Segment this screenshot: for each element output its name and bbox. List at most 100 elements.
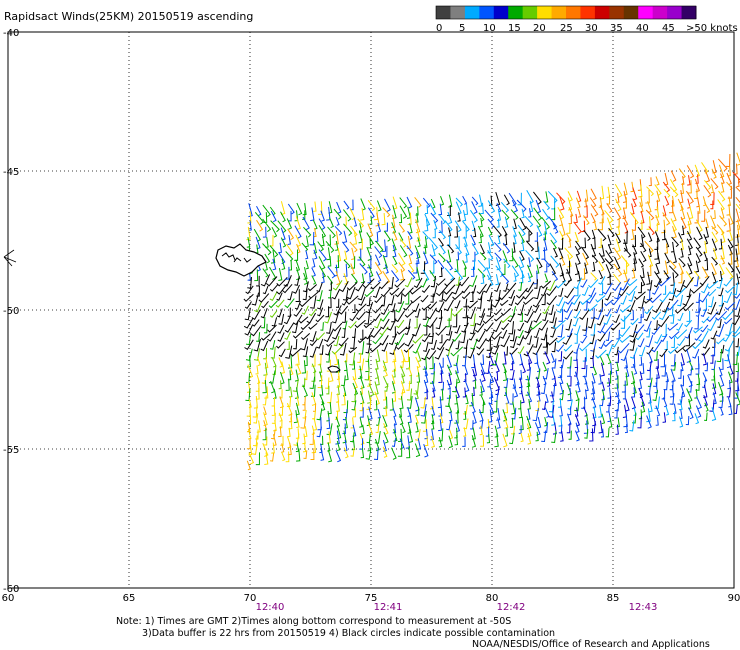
wind-barb xyxy=(648,400,653,413)
wind-barb xyxy=(400,349,406,363)
wind-barb xyxy=(318,249,327,262)
wind-barb xyxy=(629,212,639,226)
wind-barb xyxy=(704,202,711,214)
wind-barb xyxy=(271,442,275,454)
wind-barb xyxy=(365,352,370,363)
wind-barb xyxy=(559,374,564,385)
wind-barb xyxy=(638,295,646,309)
wind-barb xyxy=(528,208,532,218)
wind-barb xyxy=(641,267,645,279)
wind-barb xyxy=(248,221,252,231)
wind-barb xyxy=(338,337,349,347)
legend-swatch xyxy=(464,6,480,19)
wind-barb xyxy=(336,370,340,380)
wind-barb xyxy=(575,254,581,265)
wind-barb xyxy=(648,393,652,404)
wind-barb xyxy=(639,393,646,407)
wind-barb xyxy=(588,279,599,289)
wind-barb xyxy=(462,267,466,277)
wind-barb xyxy=(605,292,612,301)
wind-barb xyxy=(686,310,691,322)
wind-barb xyxy=(388,333,398,346)
wind-barb xyxy=(479,425,483,436)
wind-barb xyxy=(580,279,588,288)
wind-barb xyxy=(646,382,652,395)
wind-barb xyxy=(703,395,708,407)
wind-barb xyxy=(278,426,282,438)
wind-barb xyxy=(430,285,438,298)
wind-barb xyxy=(500,201,510,213)
wind-barb xyxy=(318,218,326,230)
wind-barb xyxy=(643,297,653,304)
wind-barb xyxy=(670,170,677,182)
wind-barb xyxy=(686,165,695,179)
wind-barb xyxy=(613,314,620,324)
wind-barb xyxy=(583,300,588,311)
wind-barb xyxy=(541,293,546,306)
wind-barb xyxy=(341,375,346,387)
wind-barb xyxy=(508,289,515,299)
wind-barb xyxy=(332,327,342,340)
wind-barb xyxy=(243,293,254,302)
wind-barb xyxy=(287,427,291,438)
wind-barb xyxy=(429,397,434,410)
wind-barb xyxy=(513,218,517,230)
wind-barb xyxy=(301,333,311,341)
wind-barb xyxy=(333,335,340,347)
wind-barb xyxy=(665,406,670,416)
wind-barb xyxy=(244,307,251,321)
wind-barb xyxy=(701,209,706,222)
wind-barb xyxy=(254,269,259,282)
wind-barb xyxy=(623,230,628,244)
wind-barb xyxy=(511,265,520,278)
wind-barb xyxy=(690,284,704,294)
wind-barb xyxy=(646,327,651,338)
wind-barb xyxy=(479,385,483,396)
wind-barb xyxy=(313,227,317,238)
wind-barb xyxy=(646,408,651,423)
wind-barb xyxy=(727,379,731,390)
wind-barb xyxy=(736,152,740,166)
legend-swatch xyxy=(551,6,567,19)
legend-swatch xyxy=(652,6,668,19)
wind-barb xyxy=(687,374,693,388)
wind-barb xyxy=(485,331,495,342)
wind-barb xyxy=(638,258,644,268)
wind-barb xyxy=(556,192,566,205)
wind-barb xyxy=(682,342,696,353)
wind-barb xyxy=(593,220,597,231)
wind-barb xyxy=(659,348,668,358)
wind-barb xyxy=(605,427,610,438)
wind-barb xyxy=(707,288,717,297)
wind-barb xyxy=(424,204,429,214)
wind-barb xyxy=(424,218,429,232)
wind-barb xyxy=(317,307,324,317)
wind-barb xyxy=(455,197,464,207)
wind-barb xyxy=(396,326,408,335)
wind-barb xyxy=(269,291,278,301)
wind-barb xyxy=(454,226,459,238)
wind-barb xyxy=(438,404,443,417)
wind-barb xyxy=(264,386,269,399)
wind-barb xyxy=(735,392,740,406)
wind-barb xyxy=(310,207,315,222)
wind-barb xyxy=(686,288,692,298)
wind-barb xyxy=(699,275,710,286)
wind-barb xyxy=(648,226,655,236)
wind-barb xyxy=(270,220,280,233)
legend-label: 25 xyxy=(560,23,573,34)
wind-barb xyxy=(550,317,557,329)
wind-barb xyxy=(317,241,324,252)
wind-barb xyxy=(349,311,359,322)
wind-barb xyxy=(439,214,446,225)
wind-barb xyxy=(533,329,540,339)
wind-barb xyxy=(509,432,515,445)
wind-barb xyxy=(724,302,736,311)
wind-barb xyxy=(517,304,525,316)
wind-barb xyxy=(316,282,323,293)
wind-barb xyxy=(519,270,524,284)
wind-barb xyxy=(663,260,669,275)
wind-barb xyxy=(326,385,330,395)
wind-barb xyxy=(694,413,700,425)
wind-barb xyxy=(590,272,598,281)
